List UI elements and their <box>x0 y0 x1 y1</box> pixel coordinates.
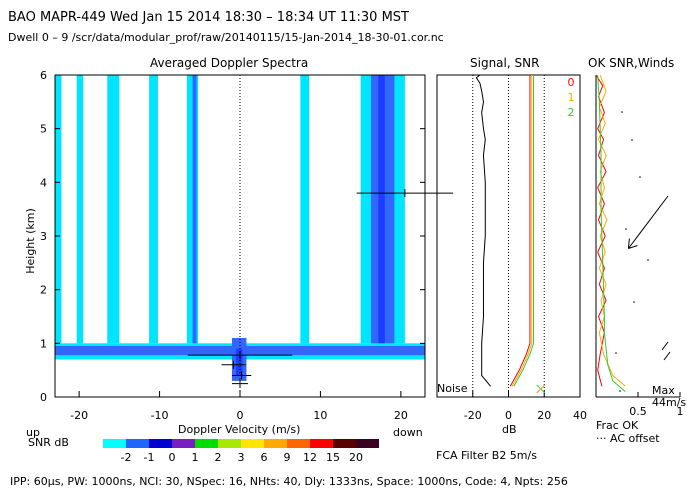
colorbar-tick-9: 15 <box>326 451 340 464</box>
spectra-band-3 <box>149 75 158 344</box>
colorbar-swatch-3 <box>172 439 195 448</box>
y-tick-label-2: 2 <box>40 284 47 297</box>
colorbar-swatch-7 <box>264 439 287 448</box>
x-tick-label--10: -10 <box>151 409 169 422</box>
colorbar-tick-0: -2 <box>121 451 132 464</box>
colorbar-tick-5: 3 <box>238 451 245 464</box>
max-label: Max <box>652 384 675 397</box>
ac-offset-dot-6 <box>615 352 617 354</box>
spectra-band-1 <box>76 75 84 344</box>
footer-params: IPP: 60μs, PW: 1000ns, NCI: 30, NSpec: 1… <box>10 475 568 488</box>
signal-tick-label-20: 20 <box>537 409 551 422</box>
colorbar-swatch-10 <box>333 439 356 448</box>
colorbar-swatch-2 <box>149 439 172 448</box>
x-tick-label-0: 0 <box>237 409 244 422</box>
x-tick-label-20: 20 <box>394 409 408 422</box>
wind-arrow-head-a <box>628 245 638 249</box>
spectra-title: Averaged Doppler Spectra <box>150 56 309 70</box>
y-tick-label-0: 0 <box>40 391 47 404</box>
colorbar-label: SNR dB <box>28 436 69 449</box>
signal-axis-label: dB <box>502 423 517 436</box>
spectra-band-0 <box>55 75 62 344</box>
colorbar-tick-3: 1 <box>192 451 199 464</box>
colorbar-tick-1: -1 <box>144 451 155 464</box>
spectra-band-9 <box>378 75 385 344</box>
spectra-band-13 <box>235 348 243 376</box>
y-tick-label-6: 6 <box>40 69 47 82</box>
ac-offset-dot-0 <box>621 111 623 113</box>
series-snr_2 <box>513 75 535 387</box>
down-label: down <box>393 426 423 439</box>
velocity-axis-label: Doppler Velocity (m/s) <box>178 423 301 436</box>
colorbar-tick-10: 20 <box>349 451 363 464</box>
header-title: BAO MAPR-449 Wed Jan 15 2014 18:30 – 18:… <box>8 10 409 25</box>
y-tick-label-5: 5 <box>40 123 47 136</box>
noise-label: Noise <box>437 382 468 395</box>
colorbar-swatch-8 <box>287 439 310 448</box>
up-label: up <box>26 426 40 439</box>
winds-tick-label-0: 0.5 <box>629 405 647 418</box>
signal-title: Signal, SNR <box>470 56 540 70</box>
y-tick-label-4: 4 <box>40 176 47 189</box>
ac-offset-dot-5 <box>633 301 635 303</box>
legend-0: 0 <box>568 76 575 89</box>
colorbar-tick-6: 6 <box>261 451 268 464</box>
colorbar-tick-8: 12 <box>303 451 317 464</box>
series-snr_1 <box>511 75 533 387</box>
colorbar-swatch-1 <box>126 439 149 448</box>
legend-1: 1 <box>568 91 575 104</box>
max-value: 44m/s <box>652 396 687 409</box>
filter-note: FCA Filter B2 5m/s <box>436 449 537 462</box>
y-tick-label-3: 3 <box>40 230 47 243</box>
snr-winds-title: OK SNR,Winds <box>588 56 675 70</box>
colorbar-swatch-5 <box>218 439 241 448</box>
colorbar-swatch-4 <box>195 439 218 448</box>
winds-tick-label-1: 1 <box>677 405 684 418</box>
signal-tick-label-0: 0 <box>505 409 512 422</box>
ac-offset-dot-2 <box>639 176 641 178</box>
winds-series-ok_2 <box>597 74 626 393</box>
spectra-band-6 <box>300 75 310 344</box>
colorbar-tick-4: 2 <box>215 451 222 464</box>
winds-series-ok_1 <box>597 74 626 387</box>
ac-offset-label: ··· AC offset <box>596 432 660 445</box>
series-snr_0 <box>509 75 531 387</box>
colorbar-swatch-6 <box>241 439 264 448</box>
colorbar-tick-2: 0 <box>169 451 176 464</box>
ac-offset-dot-3 <box>625 228 627 230</box>
spectra-band-2 <box>107 75 120 344</box>
ac-offset-dot-4 <box>647 259 649 261</box>
wind-arrow-shaft <box>628 195 669 249</box>
ac-offset-dot-1 <box>631 139 633 141</box>
x-tick-label--20: -20 <box>70 409 88 422</box>
max-wind-tick-a <box>661 341 669 351</box>
winds-series-ok_0 <box>595 74 607 387</box>
y-tick-label-1: 1 <box>40 337 47 350</box>
series-signal <box>475 74 492 387</box>
signal-tick-label-40: 40 <box>573 409 587 422</box>
legend-2: 2 <box>568 106 575 119</box>
x-tick-label-10: 10 <box>313 409 327 422</box>
noise-mark-b-0 <box>536 384 546 394</box>
colorbar-swatch-9 <box>310 439 333 448</box>
colorbar-tick-7: 9 <box>284 451 291 464</box>
max-wind-tick-b <box>663 351 671 361</box>
ac-offset-dot-7 <box>619 390 621 392</box>
header-dwell-path: Dwell 0 – 9 /scr/data/modular_prof/raw/2… <box>8 31 444 44</box>
colorbar-swatch-11 <box>356 439 379 448</box>
wind-arrow-head-b <box>627 238 630 249</box>
colorbar-swatch-0 <box>103 439 126 448</box>
signal-tick-label--20: -20 <box>464 409 482 422</box>
frac-ok-label: Frac OK <box>596 419 639 432</box>
spectra-band-5 <box>192 75 197 344</box>
